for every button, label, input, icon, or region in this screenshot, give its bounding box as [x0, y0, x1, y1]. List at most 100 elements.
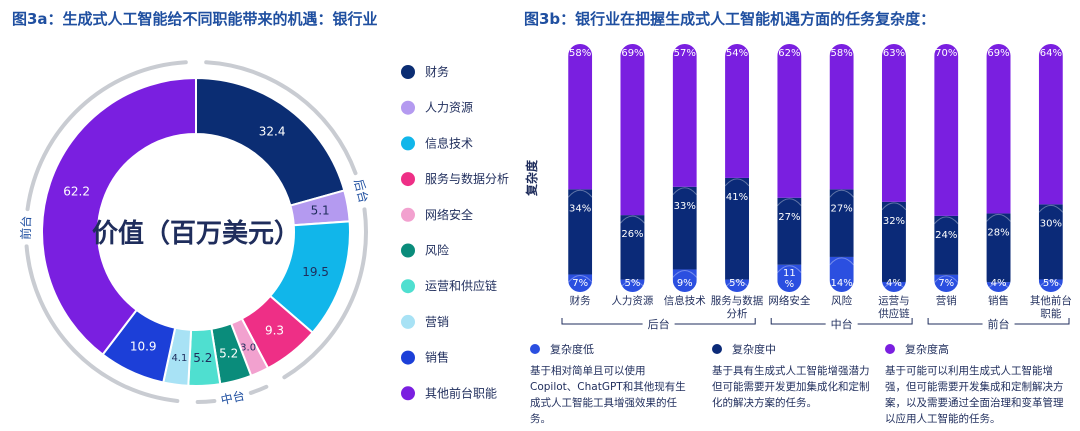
bar-segment — [881, 201, 906, 282]
bar-segment — [725, 44, 750, 178]
group-ring-arc — [204, 60, 358, 176]
legend-label: 风险 — [425, 243, 449, 258]
bar-segment — [1038, 44, 1063, 205]
stacked-bar — [725, 44, 750, 292]
segment-separator — [620, 215, 645, 224]
stacked-bar — [986, 44, 1011, 292]
segment-separator — [934, 216, 959, 225]
legend-item: 网络安全 — [401, 207, 473, 222]
bar-segment — [777, 197, 802, 265]
bar-segment — [620, 215, 645, 280]
note-low: 基于相对简单且可以使用Copilot、ChatGPT和其他现有生成式人工智能工具… — [530, 365, 686, 425]
legend-label: 营销 — [425, 315, 449, 329]
legend-label: 信息技术 — [425, 135, 473, 150]
bar-segment — [934, 44, 959, 216]
group-ring-arc — [282, 207, 368, 380]
x-tick-label: 职能 — [1040, 307, 1061, 320]
bar-segment — [672, 186, 697, 270]
bar-value-label: 32% — [883, 216, 905, 227]
legend-swatch — [401, 172, 415, 187]
stacked-bar — [1038, 44, 1063, 292]
bar-value-label: 30% — [1040, 218, 1062, 229]
segment-separator — [829, 257, 854, 266]
group-ring-arc — [25, 60, 188, 212]
bar-segment — [829, 189, 854, 257]
bar-value-label: 4% — [991, 278, 1007, 289]
segment-separator — [672, 187, 697, 196]
bar-value-label: 69% — [621, 48, 643, 59]
donut-value-label: 5.2 — [219, 347, 238, 361]
bar-segment — [829, 44, 854, 190]
legend-swatch — [401, 136, 415, 151]
donut-value-label: 5.1 — [311, 204, 330, 218]
legend-swatch — [401, 100, 415, 115]
donut-slice — [195, 76, 346, 207]
segment-separator — [725, 178, 750, 187]
legend-mid-label: 复杂度中 — [732, 343, 776, 356]
group-label-bg — [825, 316, 858, 332]
x-tick-label: 销售 — [988, 294, 1009, 307]
stacked-bar — [777, 44, 802, 292]
bar-segment — [777, 44, 802, 198]
x-tick-label: 人力资源 — [611, 294, 653, 307]
donut-value-label: 9.3 — [265, 324, 284, 338]
x-tick-label: 财务 — [570, 294, 591, 307]
legend-swatch — [401, 207, 415, 222]
donut-value-label: 3.0 — [240, 343, 256, 354]
bar-value-label: % — [785, 279, 795, 290]
legend-low-swatch — [530, 344, 540, 354]
legend-swatch — [401, 386, 415, 401]
bar-value-label: 5% — [625, 278, 641, 289]
bar-segment — [1038, 279, 1063, 292]
stacked-bar-chart: 复杂度 7% 34% 58% 财务 5% 26% 69% 人力资源 9% 33% 57% 信息技术 5% 4… — [524, 44, 1072, 332]
legend-label: 其他前台职能 — [425, 385, 497, 400]
bar-value-label: 7% — [572, 278, 588, 289]
group-ring-arc — [195, 399, 217, 404]
donut-value-label: 5.2 — [193, 351, 212, 365]
bar-segment — [672, 269, 697, 292]
bar-segment — [725, 279, 750, 292]
segment-separator — [620, 280, 645, 288]
group-label: 后台 — [648, 317, 670, 331]
legend-item: 风险 — [401, 243, 449, 258]
bar-value-label: 5% — [1043, 278, 1059, 289]
segment-separator — [1038, 204, 1063, 213]
bar-segment — [881, 44, 906, 202]
bar-value-label: 70% — [935, 48, 957, 59]
donut-chart: 32.45.119.59.33.05.25.24.110.962.2 后台中台前台… — [18, 60, 372, 408]
donut-value-label: 10.9 — [130, 339, 157, 353]
bar-value-label: 69% — [987, 48, 1009, 59]
legend-item: 财务 — [401, 64, 449, 79]
donut-chart-title: 图3a：生成式人工智能给不同职能带来的机遇：银行业 — [12, 10, 378, 28]
bar-value-label: 64% — [1040, 48, 1062, 59]
legend-item: 人力资源 — [401, 100, 473, 115]
bar-segment — [881, 281, 906, 292]
group-ring-label: 中台 — [219, 388, 246, 408]
bar-value-label: 5% — [729, 278, 745, 289]
bar-segment — [934, 215, 959, 275]
segment-separator — [1038, 279, 1063, 288]
bar-value-label: 54% — [726, 48, 748, 59]
group-ring-label: 后台 — [351, 177, 371, 204]
legend-low-label: 复杂度低 — [550, 343, 594, 356]
bar-segment — [620, 44, 645, 216]
y-axis-label: 复杂度 — [524, 159, 539, 197]
legend-label: 服务与数据分析 — [425, 171, 509, 186]
segment-separator — [934, 275, 959, 284]
x-tick-label: 运营与 — [878, 294, 910, 307]
bar-segment — [777, 264, 802, 292]
bar-value-label: 14% — [831, 278, 853, 289]
legend-label: 运营和供应链 — [425, 278, 497, 293]
legend-high-swatch — [885, 344, 895, 354]
legend-mid-swatch — [712, 344, 722, 354]
bar-segment — [568, 44, 593, 190]
bar-segment — [934, 274, 959, 292]
stacked-bar — [934, 44, 959, 292]
segment-separator — [777, 265, 802, 274]
donut-slice — [41, 76, 197, 356]
legend-label: 销售 — [425, 350, 449, 365]
donut-value-label: 4.1 — [171, 353, 187, 364]
legend-item: 销售 — [401, 350, 449, 365]
legend-item: 服务与数据分析 — [401, 171, 509, 187]
